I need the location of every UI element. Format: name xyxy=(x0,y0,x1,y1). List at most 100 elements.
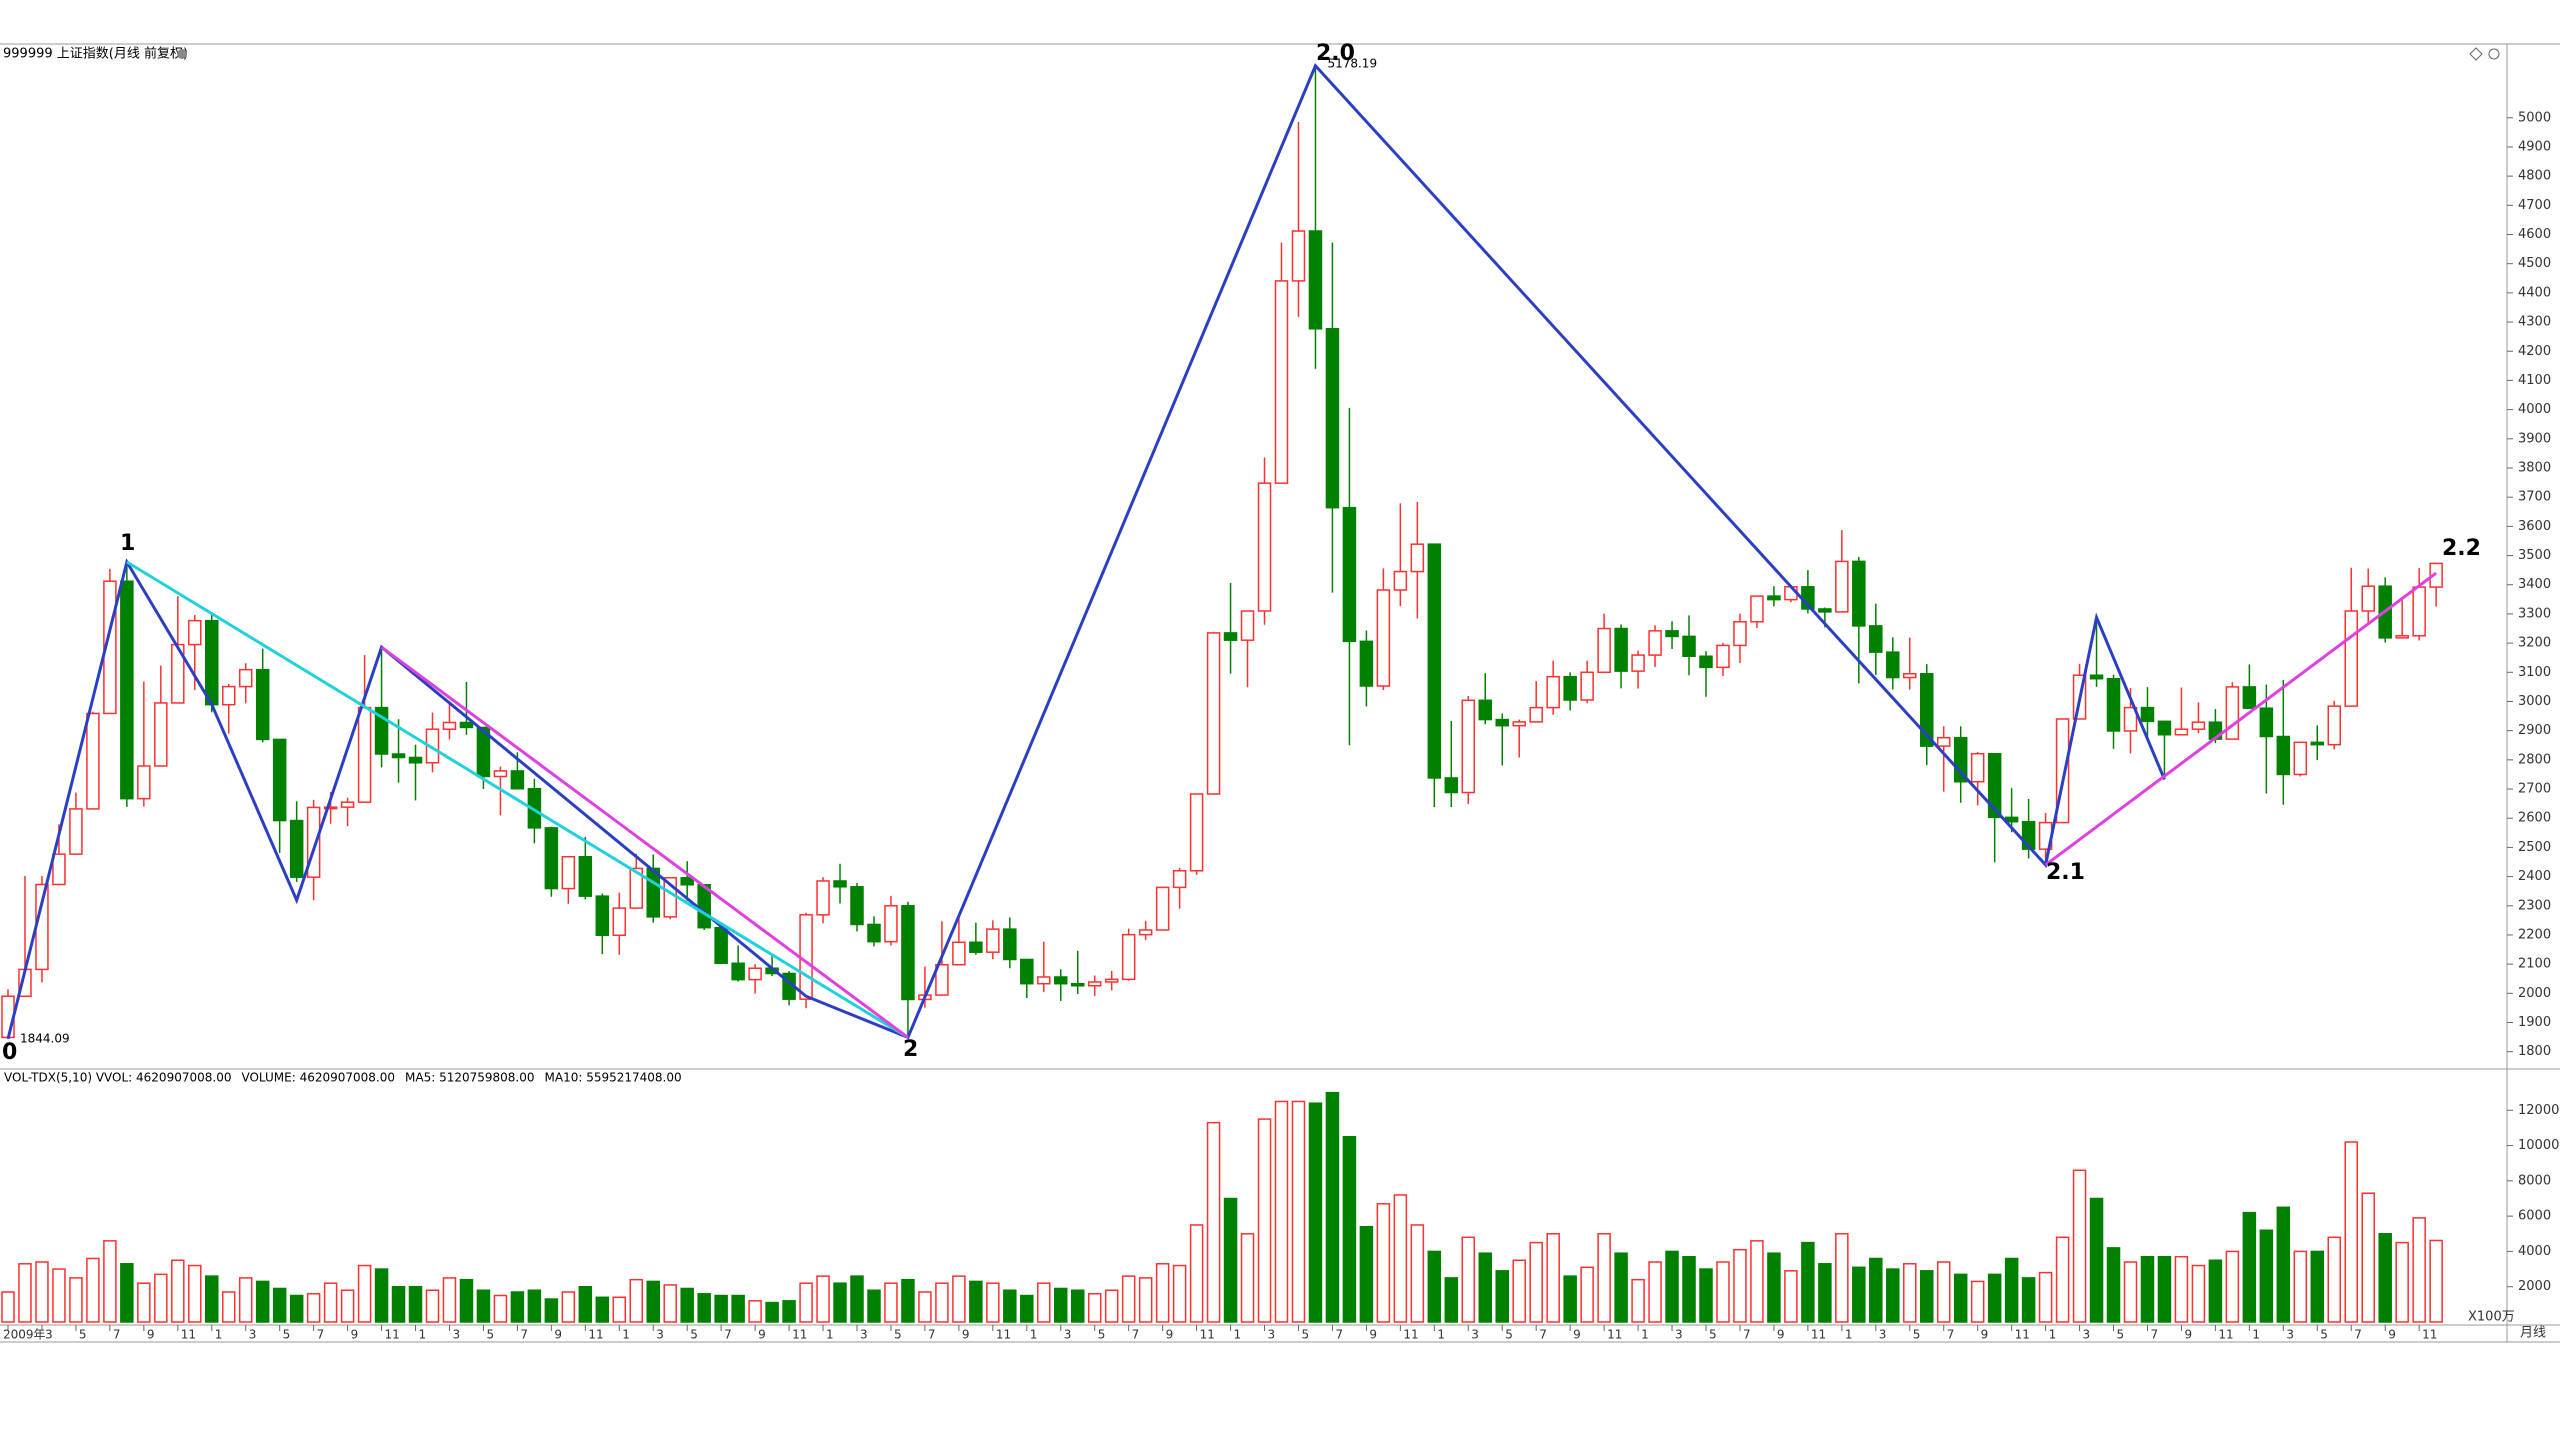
volume-bar xyxy=(391,1285,406,1323)
x-tick-label: 3 xyxy=(1064,1328,1072,1342)
volume-bar xyxy=(1121,1275,1136,1323)
x-tick-label: 9 xyxy=(1777,1328,1785,1342)
y-tick-label: 3600 xyxy=(2518,519,2551,534)
y-tick-label: 2400 xyxy=(2518,869,2551,884)
x-tick-label: 5 xyxy=(2117,1328,2125,1342)
volume-bar xyxy=(2242,1211,2257,1323)
volume-legend: MA10: 5595217408.00 xyxy=(545,1071,682,1085)
x-tick-label: 1 xyxy=(1641,1328,1649,1342)
volume-bar xyxy=(1936,1261,1951,1323)
candle-body xyxy=(2191,721,2206,730)
volume-bar xyxy=(425,1289,440,1323)
x-tick-label: 5 xyxy=(1913,1328,1921,1342)
volume-bar xyxy=(2021,1277,2036,1323)
volume-bar xyxy=(2106,1247,2121,1323)
y-tick-label: 1800 xyxy=(2518,1044,2551,1059)
low-price-label: 1844.09 xyxy=(20,1031,70,1045)
candle-body xyxy=(1393,570,1408,591)
volume-bar xyxy=(1529,1241,1543,1323)
volume-bar xyxy=(595,1296,610,1323)
y-tick-label: 2200 xyxy=(2518,927,2551,942)
volume-bar xyxy=(493,1294,508,1323)
y-tick-label: 2100 xyxy=(2518,957,2551,972)
volume-bar xyxy=(1682,1255,1696,1323)
candle-body xyxy=(476,726,491,778)
volume-bar xyxy=(1325,1091,1340,1323)
candle-body xyxy=(1240,610,1255,641)
volume-bar xyxy=(1631,1278,1645,1323)
volume-bar xyxy=(1461,1236,1476,1323)
candle-body xyxy=(1308,230,1323,330)
y-tick-label: 4000 xyxy=(2518,402,2551,417)
volume-bar xyxy=(1206,1121,1221,1323)
x-tick-label: 1 xyxy=(1030,1328,1038,1342)
volume-bar xyxy=(952,1275,966,1323)
volume-bar xyxy=(255,1280,270,1323)
volume-tick-label: 6000 xyxy=(2518,1209,2551,1224)
candle-body xyxy=(935,963,949,996)
y-tick-label: 2800 xyxy=(2518,752,2551,767)
volume-bar xyxy=(1,1291,15,1323)
candle-body xyxy=(1563,675,1577,701)
candle-body xyxy=(137,765,151,800)
y-tick-label: 3300 xyxy=(2518,606,2551,621)
volume-bar xyxy=(2412,1217,2426,1323)
y-tick-label: 2300 xyxy=(2518,898,2551,913)
x-tick-label: 11 xyxy=(792,1328,807,1342)
x-tick-label: 7 xyxy=(113,1328,121,1342)
volume-bar xyxy=(1818,1263,1832,1323)
candle-body xyxy=(1121,933,1136,981)
volume-bar xyxy=(986,1282,1000,1323)
candle-body xyxy=(1818,608,1832,613)
candle-body xyxy=(1597,627,1611,674)
x-tick-label: 9 xyxy=(554,1328,562,1342)
x-tick-label: 9 xyxy=(351,1328,359,1342)
volume-bar xyxy=(2378,1233,2392,1323)
candle-body xyxy=(2242,686,2257,709)
volume-bar xyxy=(1342,1136,1357,1323)
volume-tick-label: 12000 xyxy=(2518,1103,2559,1118)
volume-bar xyxy=(1427,1250,1442,1323)
diamond-icon[interactable] xyxy=(2469,47,2483,61)
y-tick-label: 4500 xyxy=(2518,256,2551,271)
x-tick-label: 7 xyxy=(1743,1328,1751,1342)
volume-bar xyxy=(2004,1257,2019,1323)
candle-body xyxy=(289,819,304,878)
x-tick-label: 11 xyxy=(1200,1328,1215,1342)
candle-body xyxy=(2344,610,2358,707)
x-tick-label: 9 xyxy=(147,1328,155,1342)
candle-body xyxy=(1886,651,1900,679)
volume-bar xyxy=(765,1301,779,1323)
candle-body xyxy=(2276,735,2291,776)
candle-body xyxy=(1172,870,1187,889)
close-icon[interactable] xyxy=(2488,48,2500,60)
candle-body xyxy=(1291,230,1306,282)
volume-bar xyxy=(1869,1257,1883,1323)
x-tick-label: 3 xyxy=(452,1328,460,1342)
volume-bar xyxy=(884,1282,898,1323)
volume-bar xyxy=(1020,1294,1034,1323)
volume-bar xyxy=(748,1300,762,1323)
candle-body xyxy=(1529,706,1543,723)
y-tick-label: 2500 xyxy=(2518,840,2551,855)
x-tick-label: 1 xyxy=(826,1328,834,1342)
candle-body xyxy=(1376,589,1391,687)
volume-bar xyxy=(2208,1259,2223,1323)
x-tick-label: 2009年 xyxy=(3,1328,46,1342)
volume-legend: VOLUME: 4620907008.00 xyxy=(241,1071,395,1085)
volume-bar xyxy=(357,1264,372,1323)
volume-bar xyxy=(1750,1240,1764,1323)
volume-bar xyxy=(2395,1241,2409,1323)
volume-bar xyxy=(306,1293,321,1323)
candle-body xyxy=(1835,560,1849,613)
volume-bar xyxy=(2191,1264,2206,1323)
volume-bar xyxy=(612,1296,627,1323)
volume-bar xyxy=(816,1275,830,1323)
candle-body xyxy=(2089,674,2104,680)
volume-bar xyxy=(1886,1268,1900,1323)
candle-body xyxy=(816,880,830,916)
candle-body xyxy=(1767,595,1781,601)
volume-bar xyxy=(2344,1141,2358,1323)
candle-body xyxy=(391,753,406,759)
